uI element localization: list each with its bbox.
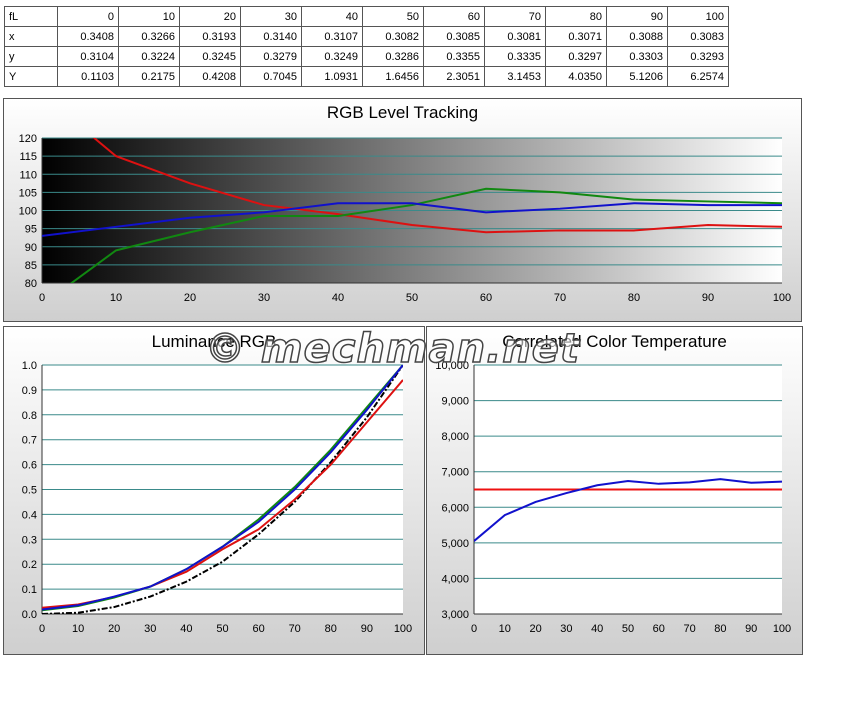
y-tick-label: 0.9 — [22, 385, 37, 397]
series-line-3 — [42, 365, 403, 611]
chart-title: Luminance RGB — [151, 332, 277, 351]
chart-title: RGB Level Tracking — [326, 103, 479, 122]
y-tick-label: 105 — [19, 187, 37, 199]
x-tick-label: 30 — [560, 623, 572, 635]
series-line-0 — [92, 138, 782, 234]
y-tick-label: 6,000 — [441, 502, 469, 514]
y-tick-label: 0.5 — [22, 485, 37, 497]
table-row: Y 0.1103 0.2175 0.4208 0.7045 1.0931 1.6456 2.3… — [4, 66, 729, 87]
x-tick-label: 20 — [529, 623, 541, 635]
x-tick-label: 0 — [39, 623, 45, 635]
table-cell: 0.3249 — [301, 46, 363, 67]
x-tick-label: 40 — [591, 623, 603, 635]
y-tick-label: 1.0 — [22, 360, 37, 372]
x-tick-label: 30 — [144, 623, 156, 635]
x-tick-label: 80 — [714, 623, 726, 635]
series-line-0 — [42, 365, 403, 614]
table-cell: 0.1103 — [57, 66, 119, 87]
y-tick-label: 10,000 — [435, 360, 469, 372]
y-tick-label: 115 — [19, 151, 37, 163]
x-tick-label: 100 — [773, 292, 791, 304]
table-cell: 0.3088 — [606, 26, 668, 47]
x-tick-label: 80 — [628, 292, 640, 304]
x-tick-label: 20 — [184, 292, 196, 304]
y-tick-label: 0.2 — [22, 559, 37, 571]
chart-lum: 0.0 0.1 0.2 0.3 0.4 0.5 0.6 0.7 0.8 0.9 1.0 0 10 20 30… — [22, 360, 412, 635]
x-tick-label: 0 — [471, 623, 477, 635]
y-tick-label: 0.1 — [22, 584, 37, 596]
table-cell: 5.1206 — [606, 66, 668, 87]
table-cell: 0.3303 — [606, 46, 668, 67]
x-tick-label: 60 — [480, 292, 492, 304]
header-cell: 100 — [667, 6, 729, 27]
y-tick-label: 0.4 — [22, 509, 37, 521]
y-tick-label: 4,000 — [441, 573, 469, 585]
table-cell: 3.1453 — [484, 66, 546, 87]
x-tick-label: 90 — [702, 292, 714, 304]
x-tick-label: 60 — [653, 623, 665, 635]
series-line-1 — [69, 187, 782, 283]
watermark: © mechman.net — [204, 325, 580, 373]
x-tick-label: 70 — [683, 623, 695, 635]
x-tick-label: 20 — [108, 623, 120, 635]
x-tick-label: 40 — [180, 623, 192, 635]
y-tick-label: 7,000 — [441, 467, 469, 479]
x-tick-label: 10 — [72, 623, 84, 635]
y-tick-label: 8,000 — [441, 431, 469, 443]
table-cell: 1.6456 — [362, 66, 424, 87]
chart-title: Correlated Color Temperature — [502, 332, 727, 351]
x-tick-label: 30 — [258, 292, 270, 304]
y-tick-label: 90 — [25, 242, 37, 254]
y-tick-label: 0.0 — [22, 609, 37, 621]
table-cell: 0.4208 — [179, 66, 241, 87]
table-cell: 0.7045 — [240, 66, 302, 87]
x-tick-label: 90 — [745, 623, 757, 635]
table-cell: 0.3293 — [667, 46, 729, 67]
y-tick-label: 95 — [25, 224, 37, 236]
table-cell: 0.3297 — [545, 46, 607, 67]
x-tick-label: 100 — [394, 623, 412, 635]
table-row: x 0.3408 0.3266 0.3193 0.3140 0.3107 0.3082 0.3… — [4, 26, 729, 47]
x-tick-label: 50 — [406, 292, 418, 304]
x-tick-label: 90 — [361, 623, 373, 635]
y-tick-label: 5,000 — [441, 538, 469, 550]
x-tick-label: 100 — [773, 623, 791, 635]
y-tick-label: 9,000 — [441, 396, 469, 408]
table-cell: 0.3224 — [118, 46, 180, 67]
y-tick-label: 85 — [25, 260, 37, 272]
table-row: y 0.3104 0.3224 0.3245 0.3279 0.3249 0.3286 0.3… — [4, 46, 729, 67]
y-tick-label: 110 — [19, 169, 37, 181]
chart-cct: 3,000 4,000 5,000 6,000 7,000 8,000 9,000 10,00… — [435, 360, 791, 635]
y-tick-label: 100 — [19, 206, 37, 218]
table-cell: 6.2574 — [667, 66, 729, 87]
x-tick-label: 50 — [622, 623, 634, 635]
y-tick-label: 80 — [25, 278, 37, 290]
y-tick-label: 120 — [19, 133, 37, 145]
x-tick-label: 70 — [554, 292, 566, 304]
y-tick-label: 0.7 — [22, 435, 37, 447]
x-tick-label: 50 — [216, 623, 228, 635]
x-tick-label: 60 — [252, 623, 264, 635]
y-tick-label: 0.6 — [22, 460, 37, 472]
series-line-1 — [474, 478, 782, 542]
x-tick-label: 70 — [289, 623, 301, 635]
table-cell: 0.3355 — [423, 46, 485, 67]
x-tick-label: 80 — [325, 623, 337, 635]
x-tick-label: 10 — [110, 292, 122, 304]
y-tick-label: 3,000 — [441, 609, 469, 621]
series-line-2 — [42, 202, 782, 237]
table-cell: 0.3081 — [484, 26, 546, 47]
y-tick-label: 0.3 — [22, 534, 37, 546]
x-tick-label: 10 — [499, 623, 511, 635]
y-tick-label: 0.8 — [22, 410, 37, 422]
table-cell: 0.3107 — [301, 26, 363, 47]
chart-rgb: 80 85 90 95 100 105 110 115 120 0 10 20 30 40 50 60 70 80… — [19, 133, 792, 304]
measurement-table: fL 0 10 20 30 40 50 60 70 80 90 100 x 0.3408 0.3266 0.3… — [4, 6, 729, 87]
table-cell: 0.2175 — [118, 66, 180, 87]
table-cell: 0.3083 — [667, 26, 729, 47]
x-tick-label: 40 — [332, 292, 344, 304]
table-cell: 0.3279 — [240, 46, 302, 67]
x-tick-label: 0 — [39, 292, 45, 304]
